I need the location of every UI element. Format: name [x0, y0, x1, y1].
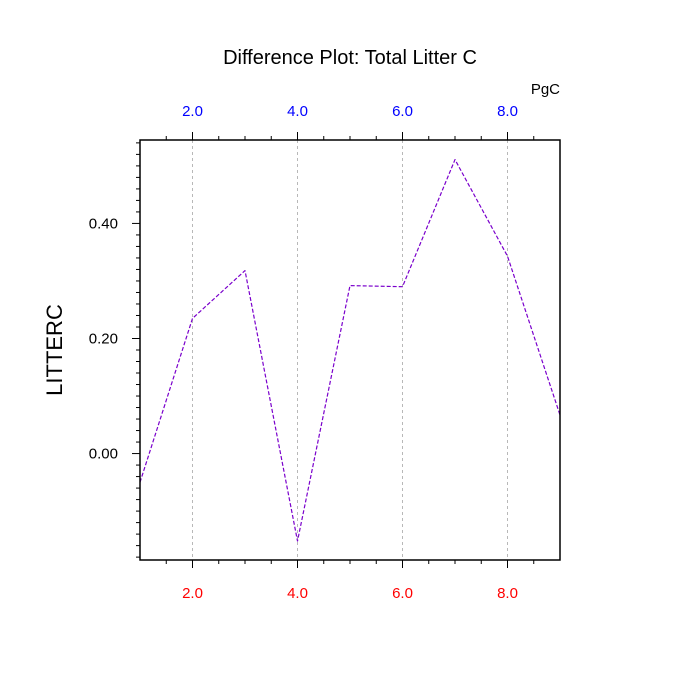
x-tick-label-top: 4.0: [287, 103, 308, 120]
x-tick-label-bottom: 4.0: [287, 585, 308, 602]
x-tick-label-top: 8.0: [497, 103, 518, 120]
grid-layer: [192, 140, 508, 560]
units-label: PgC: [531, 81, 560, 98]
plot-frame: [139, 139, 561, 561]
x-tick-label-bottom: 6.0: [392, 585, 413, 602]
y-tick-label: 0.00: [89, 446, 118, 463]
y-tick-label: 0.20: [89, 330, 118, 347]
y-axis-label: LITTERC: [42, 304, 67, 396]
x-tick-label-top: 6.0: [392, 103, 413, 120]
series-line-0: [139, 159, 561, 542]
chart-title: Difference Plot: Total Litter C: [223, 47, 477, 69]
x-tick-label-bottom: 8.0: [497, 585, 518, 602]
y-tick-label: 0.40: [89, 215, 118, 232]
label-layer: 2.0 2.0 4.0 4.0 6.0 6.0 8.0 8.0 0.00 0.20 0.40: [89, 103, 518, 602]
series-layer: [139, 159, 561, 542]
x-tick-label-bottom: 2.0: [182, 585, 203, 602]
axis-layer: [132, 132, 561, 568]
x-tick-label-top: 2.0: [182, 103, 203, 120]
